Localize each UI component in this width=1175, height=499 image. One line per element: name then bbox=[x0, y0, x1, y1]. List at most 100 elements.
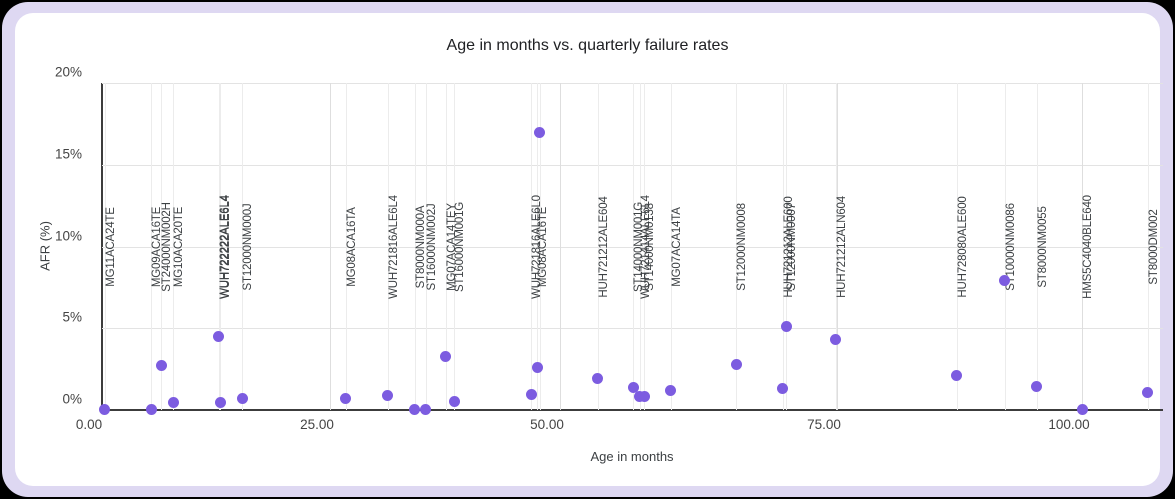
scatter-point[interactable] bbox=[167, 396, 179, 408]
model-tick-line bbox=[218, 83, 220, 410]
model-tick-line bbox=[956, 83, 958, 410]
model-tick-line bbox=[782, 83, 784, 410]
model-tick-line bbox=[1004, 83, 1006, 410]
model-tick-line bbox=[670, 83, 672, 410]
x-tick-label: 50.00 bbox=[530, 417, 564, 432]
x-gridline bbox=[837, 83, 838, 410]
scatter-point[interactable] bbox=[665, 384, 677, 396]
model-label: ST8000NM000A bbox=[414, 205, 427, 288]
model-tick-line bbox=[173, 83, 175, 410]
model-label: ST12000NM0007 bbox=[786, 202, 799, 291]
scatter-point[interactable] bbox=[531, 361, 543, 373]
model-label: ST8000DM002 bbox=[1147, 208, 1160, 285]
model-tick-line bbox=[537, 83, 538, 410]
scatter-point[interactable] bbox=[145, 404, 157, 416]
scatter-point[interactable] bbox=[999, 275, 1011, 287]
model-tick-line bbox=[104, 83, 106, 410]
model-tick-line bbox=[835, 83, 837, 410]
scatter-point[interactable] bbox=[99, 403, 111, 415]
model-label: ST8000NM0055 bbox=[1036, 205, 1049, 288]
model-tick-line bbox=[531, 83, 533, 410]
x-gridline bbox=[1082, 83, 1083, 410]
model-tick-line bbox=[425, 83, 427, 410]
model-label: ST24000NM002H bbox=[161, 201, 174, 292]
y-gridline bbox=[102, 328, 1163, 330]
scatter-point[interactable] bbox=[1076, 404, 1088, 415]
model-label: WUH722222ALE6L4 bbox=[220, 194, 233, 299]
scatter-point[interactable] bbox=[236, 392, 248, 404]
scatter-point[interactable] bbox=[777, 383, 789, 395]
model-label: ST16000NM002J bbox=[425, 203, 438, 290]
scatter-point[interactable] bbox=[214, 397, 226, 409]
model-tick-line bbox=[1036, 83, 1038, 410]
chart-card: Age in months vs. quarterly failure rate… bbox=[15, 13, 1163, 486]
plot-area: MG11ACA24TE MG09ACA16TE ST24000NM002H MG10A… bbox=[99, 83, 1163, 416]
model-tick-line bbox=[220, 83, 222, 410]
x-gridline bbox=[560, 83, 561, 410]
scatter-point[interactable] bbox=[592, 373, 604, 385]
scatter-point[interactable] bbox=[382, 390, 394, 402]
model-label: ST14000NM0138 bbox=[644, 202, 657, 291]
chart-title: Age in months vs. quarterly failure rate… bbox=[446, 37, 729, 54]
y-tick-label: 0% bbox=[62, 391, 82, 407]
model-tick-line bbox=[786, 83, 788, 410]
y-tick-label: 20% bbox=[54, 64, 82, 80]
model-tick-line bbox=[345, 83, 347, 410]
model-label: HMS5C4040BLE640 bbox=[1082, 194, 1094, 299]
model-tick-line bbox=[414, 83, 416, 410]
x-tick-label: 75.00 bbox=[807, 417, 841, 432]
model-label: WUH721816ALE6L4 bbox=[387, 194, 400, 299]
model-tick-line bbox=[539, 83, 541, 410]
scatter-point[interactable] bbox=[730, 358, 742, 370]
scatter-point[interactable] bbox=[440, 350, 452, 362]
scatter-point[interactable] bbox=[420, 404, 432, 415]
y-gridline bbox=[102, 83, 1163, 84]
scatter-point[interactable] bbox=[340, 392, 352, 404]
model-tick-line bbox=[633, 83, 635, 410]
model-label: MG11ACA24TE bbox=[104, 206, 117, 287]
model-tick-line bbox=[639, 83, 641, 410]
scatter-point[interactable] bbox=[780, 321, 792, 333]
y-tick-label: 15% bbox=[54, 146, 82, 162]
scatter-point[interactable] bbox=[448, 395, 460, 407]
model-tick-line bbox=[597, 83, 599, 410]
model-label: ST12000NM000J bbox=[242, 203, 255, 290]
model-label: MG10ACA20TE bbox=[173, 206, 186, 287]
model-label: MG08ACA16TA bbox=[345, 206, 358, 287]
model-label: ST12000NM0008 bbox=[736, 202, 749, 291]
x-tick-label: 25.00 bbox=[300, 417, 334, 432]
x-tick-label: 100.00 bbox=[1048, 417, 1090, 432]
scatter-point[interactable] bbox=[1031, 380, 1043, 392]
scatter-point[interactable] bbox=[1142, 387, 1154, 399]
x-tick-label: 0.00 bbox=[75, 417, 103, 432]
model-label: MG08ACA16TE bbox=[537, 206, 549, 287]
scatter-point[interactable] bbox=[155, 360, 167, 372]
model-tick-line bbox=[161, 83, 163, 410]
model-tick-line bbox=[1147, 83, 1149, 410]
scatter-point[interactable] bbox=[638, 391, 650, 403]
scatter-point[interactable] bbox=[409, 404, 421, 415]
scatter-point[interactable] bbox=[213, 330, 225, 342]
scatter-point[interactable] bbox=[534, 126, 546, 138]
model-tick-line bbox=[387, 83, 389, 410]
model-tick-line bbox=[151, 83, 153, 410]
model-tick-line bbox=[736, 83, 738, 410]
scatter-point[interactable] bbox=[951, 370, 963, 382]
y-tick-label: 10% bbox=[54, 228, 82, 243]
scatter-point[interactable] bbox=[830, 334, 842, 346]
x-gridline bbox=[330, 83, 331, 410]
model-label: HUH721212ALE604 bbox=[597, 195, 610, 298]
model-label: ST16000NM001G bbox=[454, 201, 467, 292]
scatter-point[interactable] bbox=[525, 389, 537, 401]
model-tick-line bbox=[454, 83, 456, 410]
model-label: MG07ACA14TA bbox=[670, 206, 683, 287]
model-tick-line bbox=[242, 83, 244, 410]
y-gridline bbox=[102, 246, 1163, 248]
y-gridline bbox=[102, 164, 1163, 166]
x-axis-line bbox=[102, 409, 1163, 411]
model-tick-line bbox=[644, 83, 646, 410]
y-tick-label: 5% bbox=[62, 309, 82, 325]
scatter-point[interactable] bbox=[627, 382, 639, 394]
